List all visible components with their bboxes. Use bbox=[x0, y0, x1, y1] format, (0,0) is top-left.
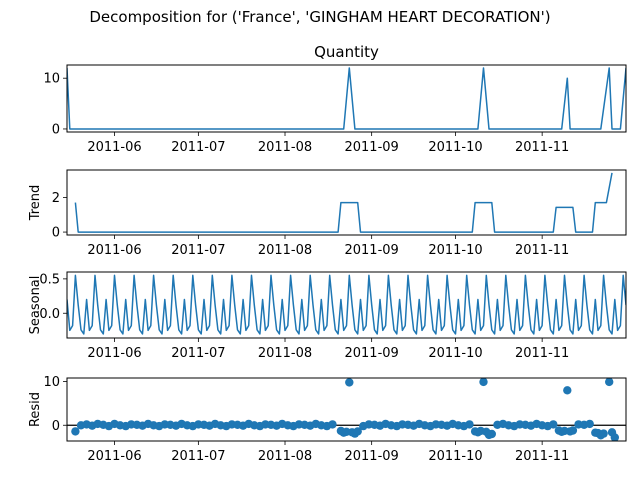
quantity-axes-frame bbox=[66, 64, 627, 133]
quantity-xtick-label: 2011-08 bbox=[258, 140, 312, 155]
resid-xtick-label: 2011-06 bbox=[87, 449, 141, 464]
trend-ylabel: Trend bbox=[28, 185, 43, 222]
panels-group: Quantity 0 10 2011-06 2011-07 2011-08 2011-09 2… bbox=[28, 43, 627, 464]
resid-xtick-label: 2011-07 bbox=[171, 449, 225, 464]
quantity-xtick-label: 2011-06 bbox=[87, 140, 141, 155]
resid-xtick-label: 2011-08 bbox=[258, 449, 312, 464]
quantity-xtick-label: 2011-09 bbox=[344, 140, 398, 155]
resid-point bbox=[479, 378, 488, 387]
resid-point bbox=[599, 429, 608, 438]
trend-ytick-label: 2 bbox=[52, 191, 60, 206]
seasonal-xtick-label: 2011-10 bbox=[428, 346, 482, 361]
resid-ytick-label: 10 bbox=[43, 375, 60, 390]
resid-panel: Resid 0 10 2011-06 2011-07 2011-08 2011-09 2011… bbox=[28, 375, 627, 464]
resid-point bbox=[345, 378, 354, 387]
seasonal-ylabel: Seasonal bbox=[28, 276, 43, 335]
trend-series-line bbox=[74, 172, 613, 233]
trend-xtick-label: 2011-11 bbox=[515, 243, 569, 258]
resid-ytick-label: 0 bbox=[52, 419, 60, 434]
resid-ylabel: Resid bbox=[28, 392, 43, 427]
seasonal-xtick-label: 2011-07 bbox=[171, 346, 225, 361]
trend-plot-area bbox=[74, 172, 613, 233]
trend-axes-frame bbox=[66, 169, 627, 236]
quantity-xtick-label: 2011-07 bbox=[171, 140, 225, 155]
resid-point bbox=[568, 426, 578, 435]
seasonal-axes-frame bbox=[66, 271, 627, 339]
seasonal-plot-area bbox=[67, 274, 626, 335]
trend-xtick-label: 2011-08 bbox=[258, 243, 312, 258]
resid-xtick-label: 2011-09 bbox=[344, 449, 398, 464]
resid-xtick-label: 2011-11 bbox=[515, 449, 569, 464]
trend-xtick-label: 2011-10 bbox=[428, 243, 482, 258]
resid-plot-area bbox=[67, 378, 626, 441]
resid-point bbox=[563, 386, 572, 395]
quantity-xtick-label: 2011-11 bbox=[515, 140, 569, 155]
trend-panel: Trend 0 2 2011-06 2011-07 2011-08 2011-09 2011-… bbox=[28, 169, 627, 258]
seasonal-ytick-label: 0.5 bbox=[39, 272, 60, 287]
quantity-plot-area bbox=[67, 67, 626, 130]
seasonal-xtick-label: 2011-08 bbox=[258, 346, 312, 361]
quantity-ytick-label: 10 bbox=[43, 72, 60, 87]
resid-point bbox=[610, 433, 619, 441]
trend-xtick-label: 2011-06 bbox=[87, 243, 141, 258]
resid-point bbox=[605, 378, 614, 387]
resid-xtick-label: 2011-10 bbox=[428, 449, 482, 464]
quantity-ytick-label: 0 bbox=[52, 122, 60, 137]
seasonal-xtick-label: 2011-11 bbox=[515, 346, 569, 361]
seasonal-xtick-label: 2011-09 bbox=[344, 346, 398, 361]
quantity-title: Quantity bbox=[314, 43, 379, 61]
trend-xtick-label: 2011-07 bbox=[171, 243, 225, 258]
seasonal-series-line bbox=[67, 274, 626, 335]
resid-point bbox=[487, 429, 496, 439]
seasonal-xtick-label: 2011-06 bbox=[87, 346, 141, 361]
resid-axes-frame bbox=[66, 377, 627, 442]
resid-point bbox=[353, 427, 362, 436]
quantity-xtick-label: 2011-10 bbox=[428, 140, 482, 155]
resid-point bbox=[465, 420, 474, 429]
quantity-series-line bbox=[67, 67, 626, 130]
figure-title: Decomposition for ('France', 'GINGHAM HE… bbox=[89, 8, 550, 26]
resid-point bbox=[328, 420, 337, 429]
quantity-panel: Quantity 0 10 2011-06 2011-07 2011-08 2011-09 2… bbox=[43, 43, 627, 155]
seasonal-ytick-label: 0.0 bbox=[39, 307, 60, 322]
resid-point bbox=[71, 427, 80, 436]
resid-point bbox=[549, 420, 558, 429]
trend-ytick-label: 0 bbox=[52, 226, 60, 241]
trend-xtick-label: 2011-09 bbox=[344, 243, 398, 258]
resid-point bbox=[585, 419, 594, 429]
